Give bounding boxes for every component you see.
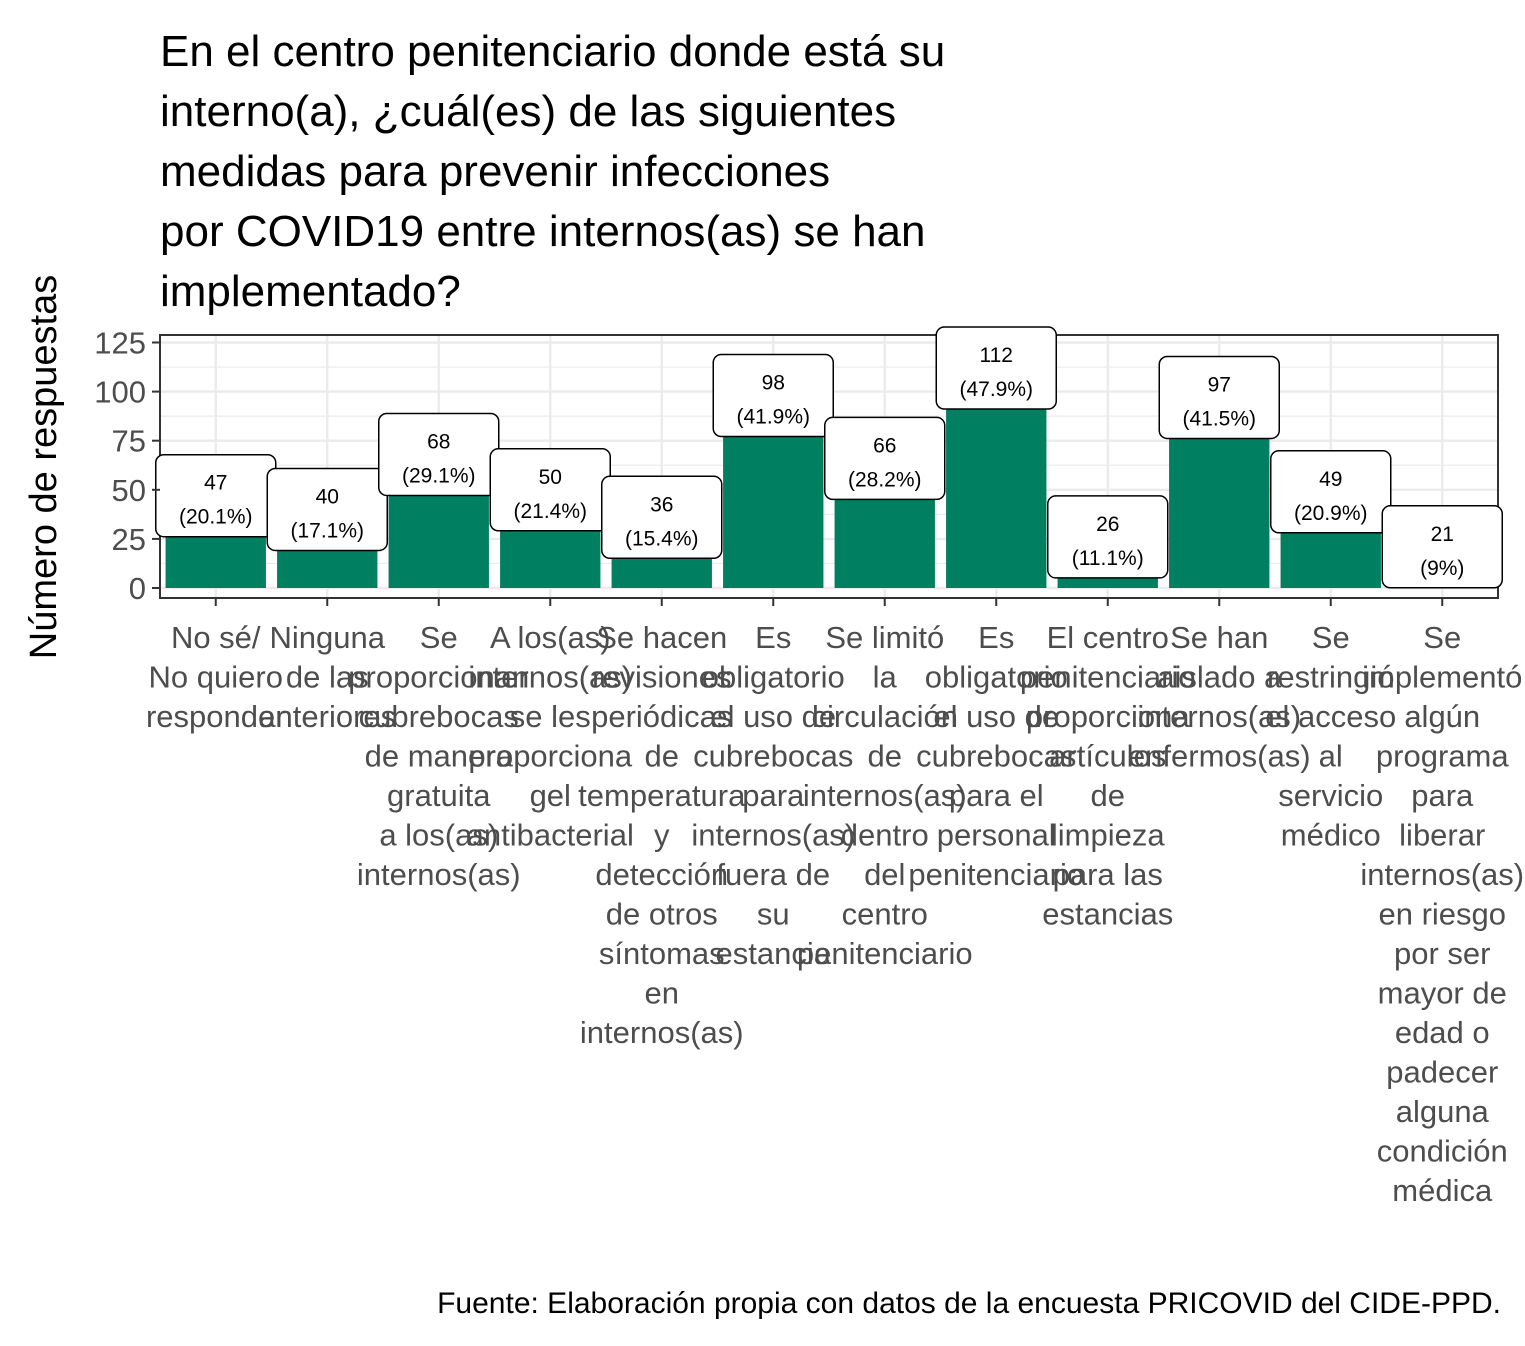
- data-label-percent: (41.5%): [1182, 407, 1256, 430]
- y-tick-label: 100: [94, 375, 146, 410]
- chart-title: En el centro penitenciario donde está su…: [160, 22, 945, 322]
- data-label-percent: (21.4%): [513, 500, 587, 523]
- data-label-count: 50: [539, 466, 562, 489]
- data-label-count: 66: [873, 434, 896, 457]
- data-labels: 47 (20.1%) 40 (17.1%) 68 (29.1%) 50 (21.4%) 36 (1…: [155, 326, 1503, 589]
- data-label-count: 98: [762, 372, 785, 395]
- x-tick-label: Es obligatorio el uso de cubrebocas para inte…: [691, 620, 855, 971]
- chart-title-line: implementado?: [160, 267, 461, 316]
- data-label-count: 68: [427, 430, 450, 453]
- data-label-percent: (47.9%): [959, 378, 1033, 401]
- y-tick-label: 0: [129, 571, 146, 606]
- x-tick-label: Se han aislado a internos(as) enfermos(as): [1128, 620, 1311, 774]
- data-label-percent: (28.2%): [848, 468, 922, 491]
- x-tick-label: Ninguna de las anteriores: [258, 620, 396, 734]
- data-label-box: [712, 353, 834, 438]
- x-tick-label: Se proporcionan cubrebocas de manera gratuit…: [348, 620, 529, 892]
- chart-title-line: interno(a), ¿cuál(es) de las siguientes: [160, 87, 897, 136]
- data-label-percent: (17.1%): [290, 519, 364, 542]
- x-tick-label: El centro penitenciario proporciona artícul…: [1020, 620, 1196, 932]
- axes: 0 25 50 75 100 125 No sé/No quiero responderNin…: [94, 326, 1524, 1209]
- chart-title-line: medidas para prevenir infecciones: [160, 147, 831, 196]
- data-label-box: [601, 475, 723, 560]
- data-label-percent: (9%): [1420, 557, 1464, 580]
- y-tick-label: 50: [112, 473, 146, 508]
- y-axis-title: Número de respuestas: [23, 275, 65, 659]
- data-label-count: 40: [316, 485, 339, 508]
- y-tick-label: 25: [112, 522, 146, 557]
- data-label-count: 26: [1096, 513, 1119, 536]
- x-tick-label: Es obligatorio el uso de cubrebocas para el p…: [908, 620, 1084, 892]
- data-label-count: 112: [980, 344, 1013, 367]
- data-label-box: [1270, 450, 1392, 534]
- data-label-box: [1381, 505, 1503, 589]
- data-label-box: [1047, 495, 1169, 579]
- x-tick-label: Se implementó algún programa para liberar inte…: [1360, 620, 1524, 1208]
- data-label-box: [935, 326, 1057, 410]
- data-label-box: [1158, 355, 1280, 440]
- y-tick-label: 75: [112, 424, 146, 459]
- x-tick-label: Se restringió el acceso al servicio médico: [1265, 620, 1396, 853]
- x-tick-label: No sé/No quiero responder: [146, 620, 286, 734]
- data-label-count: 21: [1431, 523, 1454, 546]
- chart-title-line: En el centro penitenciario donde está su: [160, 27, 946, 76]
- data-label-percent: (20.1%): [179, 506, 253, 529]
- data-label-percent: (41.9%): [736, 406, 810, 429]
- data-label-count: 49: [1319, 468, 1342, 491]
- data-label-percent: (15.4%): [625, 527, 699, 550]
- data-label-box: [266, 467, 388, 552]
- data-label-count: 47: [204, 472, 227, 495]
- data-label-percent: (11.1%): [1072, 547, 1144, 570]
- x-tick-label: Se limitó la circulación de internos(as) dent…: [797, 620, 973, 971]
- data-label-percent: (29.1%): [402, 464, 476, 487]
- y-tick-label: 125: [94, 326, 146, 361]
- data-label-count: 97: [1208, 373, 1231, 396]
- data-label-box: [824, 416, 946, 501]
- x-tick-label: Se hacen revisiones periódicas de temperatur…: [578, 620, 746, 1050]
- x-tick-label: A los(as) internos(as) se les proporciona ge…: [467, 620, 634, 853]
- data-label-percent: (20.9%): [1294, 502, 1368, 525]
- data-label-count: 36: [650, 493, 673, 516]
- source-caption: Fuente: Elaboración propia con datos de …: [437, 1287, 1501, 1320]
- chart-title-line: por COVID19 entre internos(as) se han: [160, 207, 926, 256]
